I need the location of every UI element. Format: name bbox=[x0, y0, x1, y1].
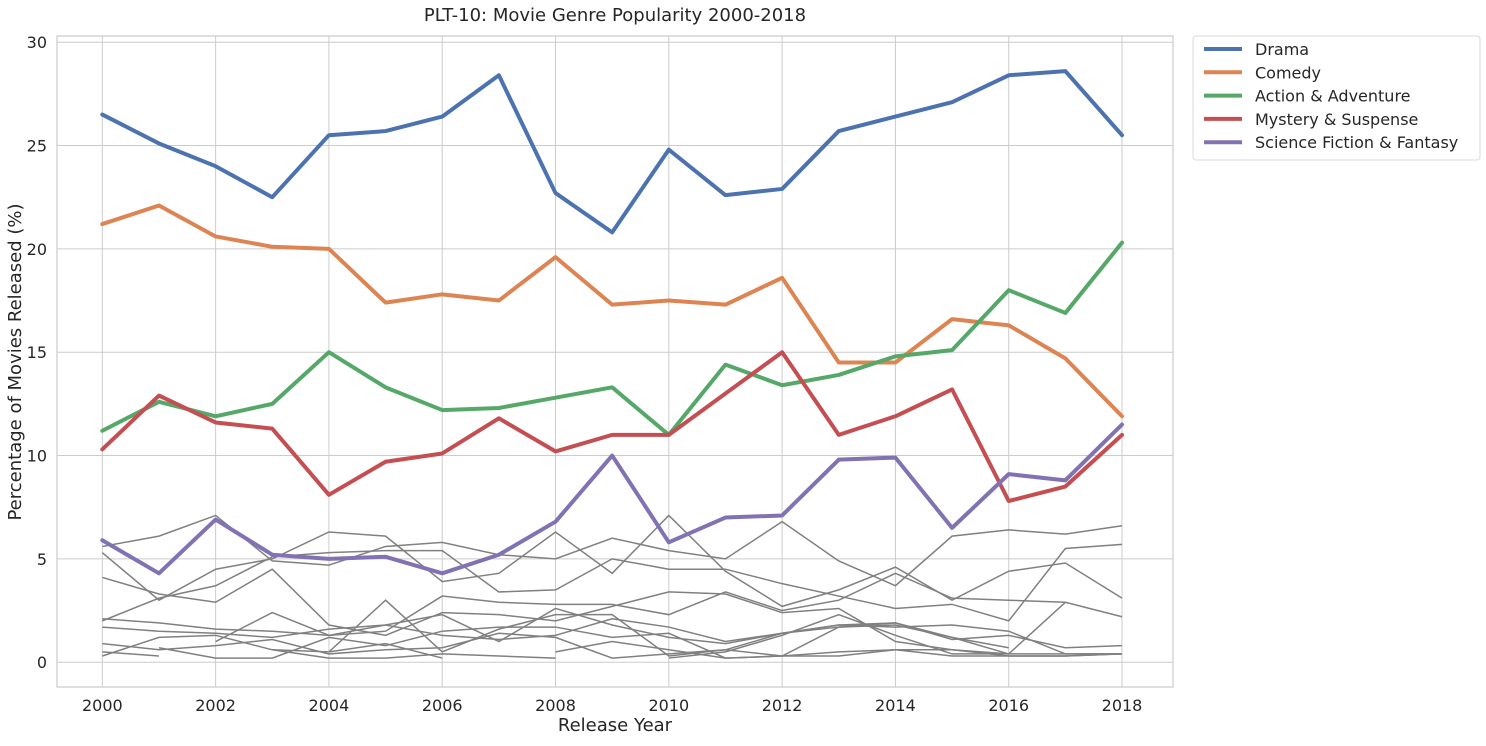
other-genre-series bbox=[215, 611, 1123, 655]
legend-label-action-adventure: Action & Adventure bbox=[1255, 87, 1411, 106]
y-tick-label: 25 bbox=[27, 137, 47, 156]
series-line-science-fiction-fantasy bbox=[100, 422, 1125, 576]
other-genre-series bbox=[101, 514, 1123, 608]
series-drama bbox=[100, 69, 1125, 235]
x-axis-ticks: 2000 2002 2004 2006 2008 2010 2012 2014 2016 2018 bbox=[82, 696, 1142, 715]
legend-items: Drama Comedy Action & Adventure Mystery & S… bbox=[1204, 40, 1458, 152]
other-genre-line bbox=[328, 599, 1066, 657]
legend-label-drama: Drama bbox=[1255, 40, 1309, 59]
series-line-mystery-suspense bbox=[100, 350, 1125, 503]
x-tick-label: 2002 bbox=[195, 696, 236, 715]
y-tick-label: 0 bbox=[37, 653, 47, 672]
series-comedy bbox=[100, 203, 1125, 419]
x-tick-label: 2004 bbox=[309, 696, 350, 715]
other-genre-series bbox=[102, 514, 1123, 587]
legend: Drama Comedy Action & Adventure Mystery & S… bbox=[1192, 35, 1481, 161]
other-genre-series bbox=[102, 632, 1123, 659]
other-genre-line bbox=[102, 572, 1123, 637]
x-tick-label: 2010 bbox=[648, 696, 689, 715]
other-genre-line bbox=[555, 640, 1123, 659]
other-genre-series bbox=[102, 613, 1009, 659]
x-tick-label: 2018 bbox=[1102, 696, 1143, 715]
legend-label-comedy: Comedy bbox=[1255, 63, 1321, 82]
other-genre-line bbox=[215, 611, 1123, 655]
x-tick-label: 2016 bbox=[988, 696, 1029, 715]
plot-area-frame bbox=[56, 35, 1174, 688]
x-tick-label: 2000 bbox=[82, 696, 123, 715]
other-genre-line bbox=[668, 613, 1009, 659]
other-genre-series bbox=[102, 640, 1123, 659]
y-tick-label: 30 bbox=[27, 33, 47, 52]
series-line-drama bbox=[100, 69, 1125, 235]
x-tick-label: 2012 bbox=[762, 696, 803, 715]
other-genre-series bbox=[102, 543, 1123, 622]
chart-title: PLT-10: Movie Genre Popularity 2000-2018 bbox=[424, 5, 806, 26]
x-axis-title: Release Year bbox=[558, 715, 673, 736]
other-genre-line bbox=[102, 514, 1123, 587]
x-tick-label: 2008 bbox=[535, 696, 576, 715]
other-genre-line bbox=[101, 514, 1123, 608]
other-genre-series bbox=[102, 572, 1123, 637]
series-line-action-adventure bbox=[100, 240, 1125, 437]
y-tick-label: 15 bbox=[27, 343, 47, 362]
other-genre-series bbox=[102, 607, 1123, 649]
other-genre-line bbox=[102, 632, 1123, 659]
y-axis-title: Percentage of Movies Released (%) bbox=[5, 203, 26, 520]
highlighted-genre-lines bbox=[100, 69, 1125, 576]
x-tick-label: 2014 bbox=[875, 696, 916, 715]
legend-box bbox=[1192, 35, 1481, 161]
other-genre-line bbox=[102, 543, 1123, 622]
grid-lines bbox=[57, 36, 1173, 687]
other-genre-lines bbox=[101, 514, 1123, 659]
legend-label-science-fiction-fantasy: Science Fiction & Fantasy bbox=[1255, 133, 1458, 152]
series-science-fiction-fantasy bbox=[100, 422, 1125, 576]
x-tick-label: 2006 bbox=[422, 696, 463, 715]
series-action-adventure bbox=[100, 240, 1125, 437]
y-tick-label: 5 bbox=[37, 550, 47, 569]
other-genre-line bbox=[272, 642, 443, 659]
y-tick-label: 20 bbox=[27, 240, 47, 259]
other-genre-series bbox=[328, 599, 1066, 657]
y-axis-ticks: 0 5 10 15 20 25 30 bbox=[27, 33, 47, 672]
legend-label-mystery-suspense: Mystery & Suspense bbox=[1255, 110, 1418, 129]
other-genre-line bbox=[102, 634, 556, 659]
y-tick-label: 10 bbox=[27, 447, 47, 466]
series-mystery-suspense bbox=[100, 350, 1125, 503]
series-line-comedy bbox=[100, 203, 1125, 419]
other-genre-line bbox=[102, 607, 1123, 649]
